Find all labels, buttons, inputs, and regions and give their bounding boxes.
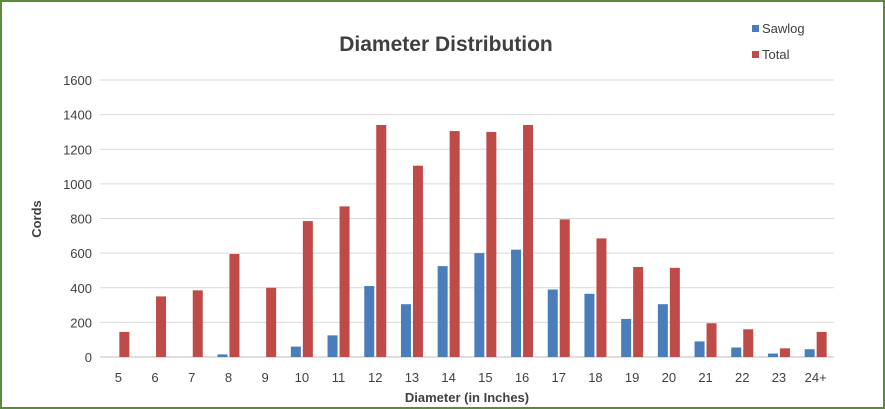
x-tick-label: 8 [225, 370, 232, 385]
bar-total-24+ [816, 331, 827, 357]
bar-total-9 [266, 287, 277, 357]
bar-sawlog-8 [217, 354, 228, 357]
y-axis-label: Cords [29, 200, 44, 238]
x-tick-label: 14 [441, 370, 455, 385]
x-tick-label: 20 [662, 370, 676, 385]
legend-swatch-total [752, 51, 759, 58]
bar-total-21 [706, 323, 717, 357]
y-tick-label: 600 [70, 246, 92, 261]
bar-total-11 [339, 206, 350, 357]
x-tick-label: 19 [625, 370, 639, 385]
bar-sawlog-10 [290, 346, 301, 357]
bar-sawlog-21 [694, 341, 705, 357]
x-tick-label: 24+ [805, 370, 827, 385]
y-tick-label: 200 [70, 315, 92, 330]
x-tick-label: 11 [332, 370, 346, 385]
bar-total-12 [376, 125, 387, 357]
bar-total-5 [119, 331, 130, 357]
x-tick-label: 6 [151, 370, 158, 385]
x-tick-label: 18 [588, 370, 602, 385]
bar-sawlog-18 [584, 293, 595, 357]
bar-total-6 [156, 296, 167, 357]
bar-sawlog-12 [364, 286, 375, 357]
bar-sawlog-19 [621, 318, 632, 357]
bar-total-7 [192, 290, 203, 357]
bar-total-18 [596, 238, 607, 357]
x-tick-label: 15 [478, 370, 492, 385]
x-tick-label: 16 [515, 370, 529, 385]
bar-sawlog-13 [400, 304, 411, 357]
y-tick-label: 1000 [63, 177, 92, 192]
legend-label-sawlog: Sawlog [762, 21, 805, 36]
y-tick-label: 800 [70, 212, 92, 227]
x-axis-label: Diameter (in Inches) [405, 390, 529, 405]
bar-sawlog-22 [731, 347, 742, 357]
bar-sawlog-20 [657, 304, 668, 357]
legend: Sawlog Total [752, 21, 805, 62]
x-tick-label: 17 [552, 370, 566, 385]
bar-sawlog-14 [437, 266, 448, 357]
y-tick-label: 1400 [63, 108, 92, 123]
x-tick-label: 7 [188, 370, 195, 385]
bar-total-19 [633, 266, 644, 357]
x-tick-label: 10 [295, 370, 309, 385]
bar-total-16 [523, 125, 534, 357]
bar-sawlog-23 [767, 353, 778, 357]
bar-total-17 [559, 219, 570, 357]
bar-sawlog-15 [474, 253, 485, 357]
x-tick-label: 21 [698, 370, 712, 385]
x-tick-label: 9 [262, 370, 269, 385]
x-tick-labels: 5 6 7 8 9 10 11 12 13 14 15 16 17 18 19 20 21 22 23 24+ [115, 370, 827, 385]
bar-total-8 [229, 253, 240, 357]
gridlines [100, 79, 834, 358]
legend-label-total: Total [762, 47, 790, 62]
bar-total-14 [449, 131, 460, 357]
bar-total-10 [302, 221, 313, 357]
bar-total-23 [779, 348, 790, 357]
bars [119, 125, 827, 357]
bar-total-13 [412, 165, 423, 357]
y-tick-label: 400 [70, 281, 92, 296]
bar-total-22 [743, 329, 754, 357]
y-tick-label: 0 [85, 350, 92, 365]
y-tick-label: 1200 [63, 142, 92, 157]
x-tick-label: 5 [115, 370, 122, 385]
bar-sawlog-16 [511, 249, 522, 357]
bar-total-20 [669, 267, 680, 357]
legend-swatch-sawlog [752, 25, 759, 32]
chart-title: Diameter Distribution [339, 33, 553, 56]
bar-sawlog-17 [547, 289, 558, 357]
x-tick-label: 12 [368, 370, 382, 385]
y-tick-label: 1600 [63, 73, 92, 88]
x-tick-label: 22 [735, 370, 749, 385]
x-tick-label: 23 [772, 370, 786, 385]
bar-total-15 [486, 131, 497, 357]
x-tick-label: 13 [405, 370, 419, 385]
bar-sawlog-24+ [804, 349, 815, 357]
bar-sawlog-11 [327, 335, 338, 357]
y-tick-labels: 0 200 400 600 800 1000 1200 1400 1600 [63, 73, 92, 365]
